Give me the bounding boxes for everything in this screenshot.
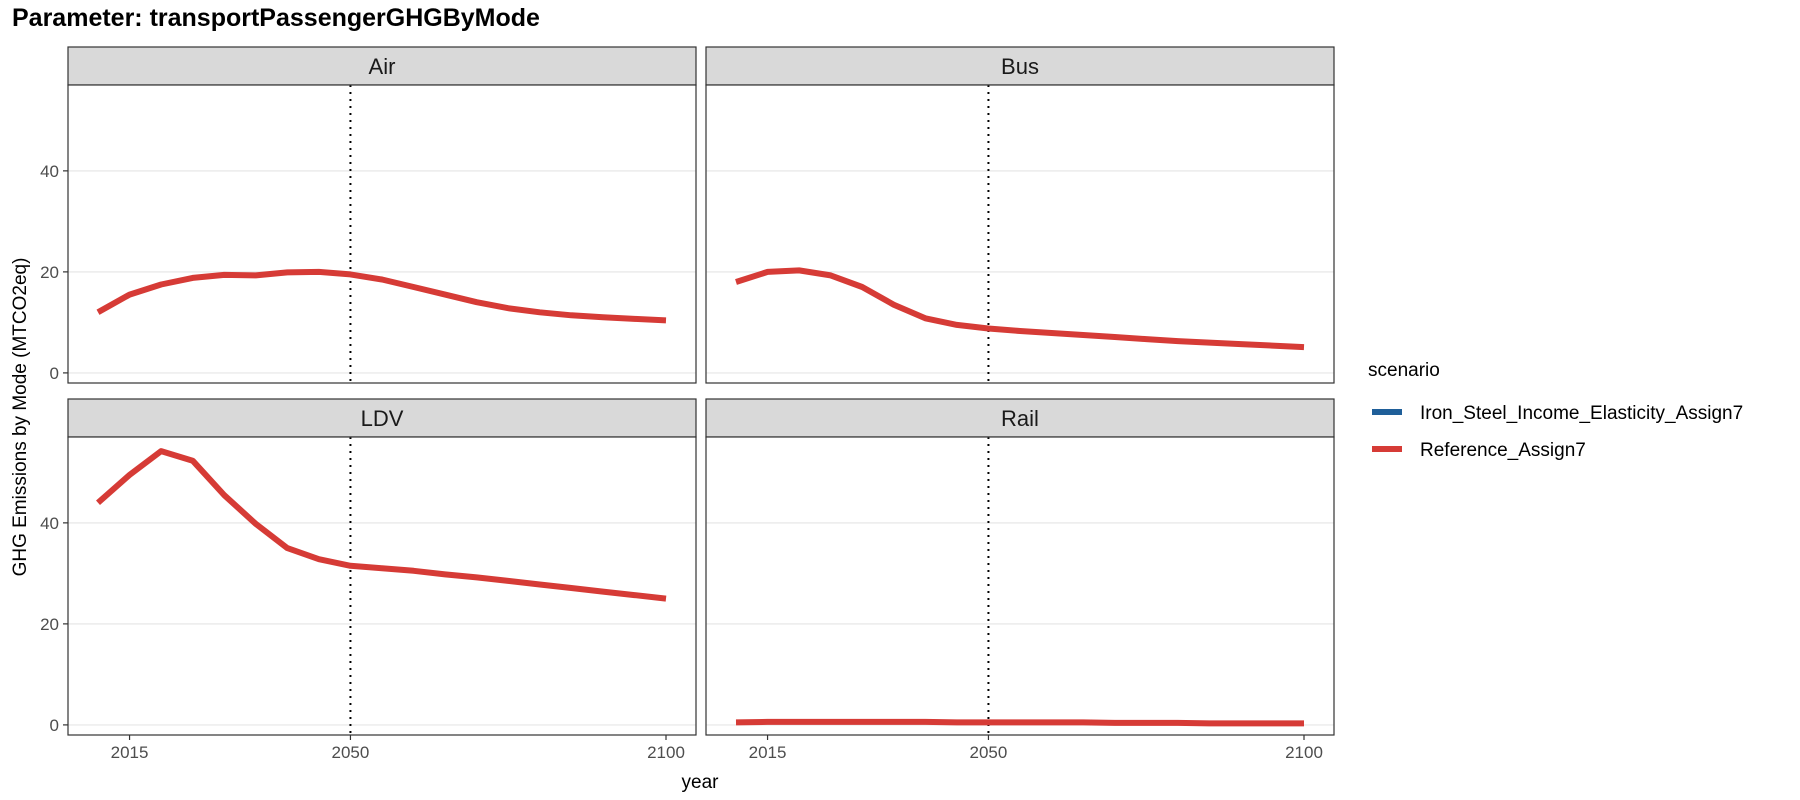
facet-label: Bus	[1001, 54, 1039, 79]
legend-label: Reference_Assign7	[1420, 440, 1586, 461]
panel-border	[67, 436, 697, 736]
panel-background	[68, 437, 696, 735]
x-tick-label: 2100	[1285, 743, 1323, 762]
panel-background	[706, 85, 1334, 383]
facet-strip	[705, 398, 1335, 438]
facet-label: Air	[369, 54, 396, 79]
y-tick-label: 40	[40, 514, 59, 533]
panel-background	[68, 85, 696, 383]
series-line-rail	[735, 718, 1304, 727]
panel-border	[705, 436, 1335, 736]
x-tick-label: 2015	[111, 743, 149, 762]
y-axis-title: GHG Emissions by Mode (MTCO2eq)	[10, 258, 31, 577]
series-line-ldv	[96, 448, 667, 602]
x-tick-label: 2050	[970, 743, 1008, 762]
chart-title: Parameter: transportPassengerGHGByMode	[12, 4, 540, 32]
x-tick-label: 2050	[332, 743, 370, 762]
series-line-bus	[735, 267, 1305, 351]
facet-label: LDV	[361, 406, 404, 431]
y-tick-label: 0	[50, 364, 59, 383]
panel-background	[706, 437, 1334, 735]
panel-border	[67, 84, 697, 384]
panel-border	[705, 84, 1335, 384]
facet-strip	[705, 46, 1335, 86]
legend-label: Iron_Steel_Income_Elasticity_Assign7	[1420, 403, 1743, 424]
legend-title: scenario	[1368, 360, 1440, 381]
y-tick-label: 40	[40, 162, 59, 181]
facet-label: Rail	[1001, 406, 1039, 431]
y-tick-label: 0	[50, 716, 59, 735]
facet-strip	[67, 46, 697, 86]
x-axis-title: year	[682, 772, 720, 793]
x-tick-label: 2100	[647, 743, 685, 762]
y-tick-label: 20	[40, 263, 59, 282]
x-tick-label: 2015	[749, 743, 787, 762]
y-tick-label: 20	[40, 615, 59, 634]
facet-strip	[67, 398, 697, 438]
series-line-air	[96, 268, 667, 324]
